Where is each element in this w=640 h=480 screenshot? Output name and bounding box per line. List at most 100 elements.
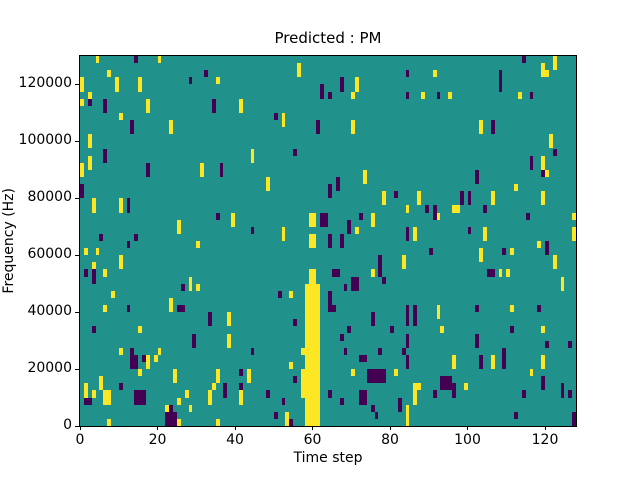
heatmap-cell bbox=[118, 383, 123, 391]
heatmap-cell bbox=[537, 241, 542, 249]
heatmap-cell bbox=[405, 333, 410, 348]
heatmap-plot-area bbox=[79, 55, 577, 427]
y-tick-mark bbox=[75, 197, 79, 199]
heatmap-cell bbox=[343, 347, 348, 355]
heatmap-cell bbox=[525, 212, 530, 220]
heatmap-cell bbox=[165, 411, 177, 426]
heatmap-cell bbox=[145, 98, 150, 113]
heatmap-cell bbox=[529, 91, 534, 99]
heatmap-cell bbox=[91, 390, 96, 398]
heatmap-cell bbox=[231, 212, 235, 227]
y-tick-mark bbox=[75, 140, 79, 142]
heatmap-cell bbox=[529, 369, 534, 377]
heatmap-cell bbox=[440, 326, 445, 334]
heatmap-cell bbox=[126, 241, 131, 249]
heatmap-cell bbox=[510, 248, 514, 256]
heatmap-cell bbox=[87, 134, 92, 149]
heatmap-cell bbox=[103, 269, 108, 277]
heatmap-cell bbox=[80, 98, 84, 106]
heatmap-cell bbox=[91, 269, 96, 284]
heatmap-cell bbox=[180, 305, 185, 313]
heatmap-cell bbox=[250, 347, 255, 355]
heatmap-cell bbox=[405, 305, 410, 327]
heatmap-cell bbox=[459, 191, 464, 206]
heatmap-cell bbox=[130, 354, 139, 370]
heatmap-cell bbox=[126, 198, 131, 213]
heatmap-cell bbox=[215, 418, 220, 426]
heatmap-cell bbox=[436, 91, 441, 99]
y-tick-mark bbox=[75, 83, 79, 85]
x-tick-mark bbox=[312, 426, 313, 430]
heatmap-cell bbox=[401, 347, 406, 355]
heatmap-cell bbox=[91, 262, 96, 270]
heatmap-cell bbox=[393, 369, 398, 377]
heatmap-cell bbox=[355, 77, 359, 92]
heatmap-cell bbox=[207, 390, 212, 405]
heatmap-cell bbox=[145, 354, 150, 370]
heatmap-cell bbox=[545, 70, 549, 78]
heatmap-cell bbox=[475, 169, 480, 185]
heatmap-cell bbox=[91, 198, 96, 213]
heatmap-cell bbox=[351, 120, 356, 135]
y-tick-mark bbox=[75, 254, 79, 256]
heatmap-cell bbox=[227, 333, 232, 348]
heatmap-cell bbox=[339, 333, 344, 341]
heatmap-cell bbox=[502, 347, 507, 370]
heatmap-cell bbox=[370, 212, 375, 227]
heatmap-cell bbox=[103, 390, 111, 405]
heatmap-cell bbox=[111, 290, 115, 298]
heatmap-cell bbox=[502, 248, 507, 256]
heatmap-cell bbox=[335, 176, 340, 192]
heatmap-cell bbox=[118, 347, 123, 355]
heatmap-cell bbox=[118, 255, 123, 270]
x-tick-label: 60 bbox=[303, 432, 322, 448]
heatmap-cell bbox=[103, 148, 108, 163]
heatmap-cell bbox=[80, 77, 84, 92]
heatmap-cell bbox=[541, 376, 545, 391]
heatmap-cell bbox=[173, 369, 177, 384]
heatmap-cell bbox=[366, 369, 387, 384]
heatmap-cell bbox=[397, 397, 402, 412]
heatmap-cell bbox=[351, 369, 356, 377]
y-tick-label: 20000 bbox=[27, 360, 72, 377]
heatmap-cell bbox=[339, 397, 344, 405]
heatmap-cell bbox=[227, 312, 232, 327]
y-tick-label: 120000 bbox=[18, 75, 72, 92]
heatmap-cell bbox=[83, 269, 88, 277]
heatmap-cell bbox=[405, 70, 410, 78]
heatmap-cell bbox=[417, 191, 421, 206]
heatmap-cell bbox=[238, 369, 243, 377]
heatmap-cell bbox=[126, 305, 131, 313]
heatmap-cell bbox=[405, 205, 410, 213]
heatmap-cell bbox=[514, 411, 518, 419]
heatmap-cell bbox=[541, 155, 545, 170]
heatmap-cell bbox=[455, 205, 460, 213]
heatmap-cell bbox=[320, 212, 328, 227]
heatmap-cell bbox=[490, 191, 495, 206]
heatmap-cell bbox=[300, 369, 305, 398]
y-tick-label: 60000 bbox=[27, 246, 72, 263]
heatmap-cell bbox=[440, 376, 452, 391]
x-tick-label: 120 bbox=[531, 432, 559, 448]
heatmap-cell bbox=[479, 120, 483, 135]
y-tick-mark bbox=[75, 368, 79, 370]
heatmap-cell bbox=[328, 184, 332, 199]
heatmap-cell bbox=[219, 162, 224, 177]
heatmap-cell bbox=[351, 91, 356, 99]
heatmap-cell bbox=[413, 305, 418, 327]
heatmap-cell bbox=[452, 383, 456, 398]
heatmap-cell bbox=[196, 283, 201, 291]
heatmap-cell bbox=[153, 354, 158, 362]
x-tick-mark bbox=[389, 426, 391, 430]
heatmap-cell bbox=[304, 283, 321, 426]
heatmap-cell bbox=[572, 411, 576, 426]
heatmap-cell bbox=[347, 326, 352, 334]
heatmap-cell bbox=[91, 326, 96, 334]
heatmap-cell bbox=[552, 148, 557, 156]
heatmap-cell bbox=[467, 226, 472, 234]
x-tick-mark bbox=[157, 426, 158, 430]
heatmap-cell bbox=[176, 397, 181, 405]
heatmap-cell bbox=[428, 248, 433, 256]
heatmap-cell bbox=[541, 191, 545, 206]
